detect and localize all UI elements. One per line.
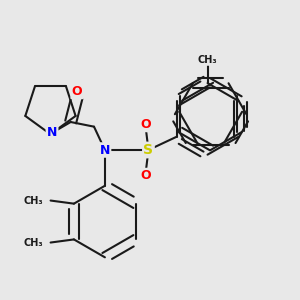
Text: CH₃: CH₃: [23, 196, 43, 206]
Text: O: O: [140, 118, 151, 131]
Text: O: O: [72, 85, 82, 98]
Text: N: N: [100, 143, 110, 157]
Text: CH₃: CH₃: [198, 55, 218, 65]
Text: CH₃: CH₃: [23, 238, 43, 248]
Text: N: N: [47, 126, 57, 140]
Text: O: O: [140, 169, 151, 182]
Text: S: S: [143, 143, 153, 157]
